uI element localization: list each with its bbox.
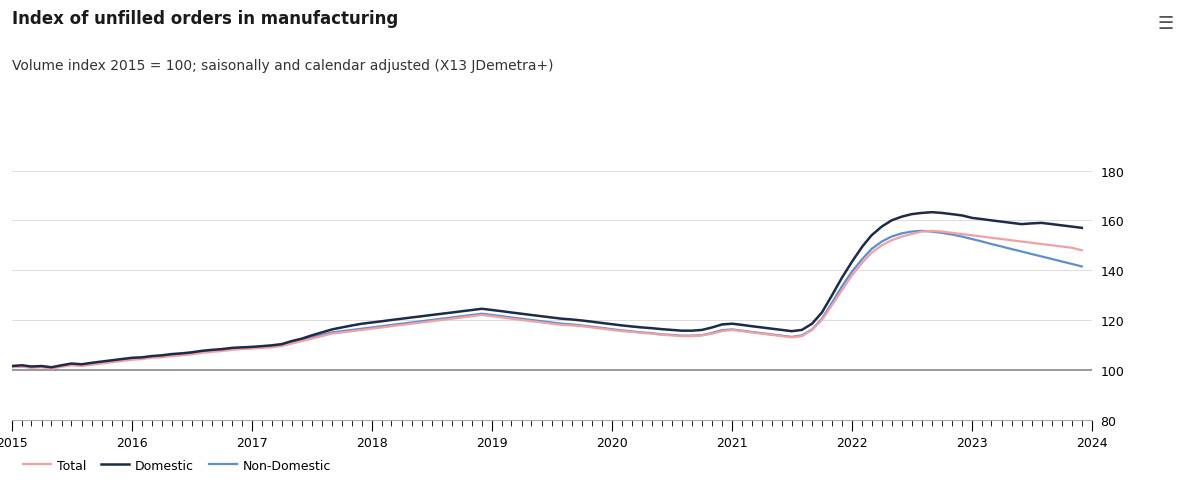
Text: ☰: ☰ [1158, 15, 1174, 33]
Text: Volume index 2015 = 100; saisonally and calendar adjusted (X13 JDemetra+): Volume index 2015 = 100; saisonally and … [12, 59, 553, 73]
Line: Non-Domestic: Non-Domestic [12, 231, 1082, 368]
Line: Domestic: Domestic [12, 213, 1082, 367]
Text: Index of unfilled orders in manufacturing: Index of unfilled orders in manufacturin… [12, 10, 398, 28]
Legend: Total, Domestic, Non-Domestic: Total, Domestic, Non-Domestic [18, 454, 336, 477]
Line: Total: Total [12, 231, 1082, 369]
